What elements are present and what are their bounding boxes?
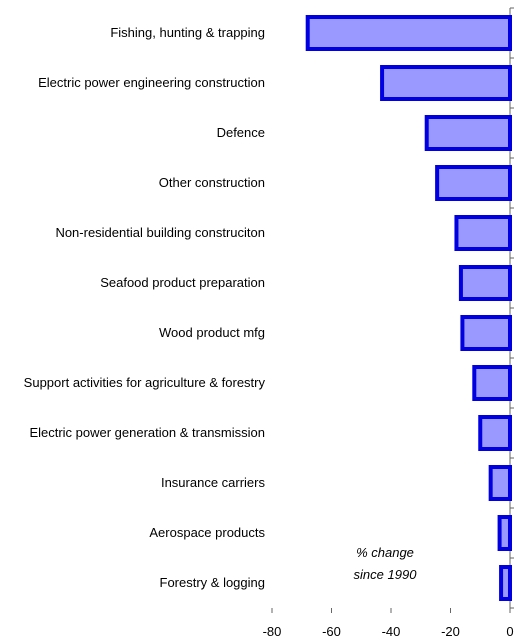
bar xyxy=(435,165,512,201)
bar xyxy=(424,115,513,151)
annotation: % change since 1990 xyxy=(330,542,440,586)
category-label: Electric power generation & transmission xyxy=(29,425,265,440)
x-tick-label: -60 xyxy=(322,624,341,639)
category-label: Wood product mfg xyxy=(159,325,265,340)
bar xyxy=(305,15,513,51)
annotation-line: since 1990 xyxy=(353,567,417,582)
category-label: Forestry & logging xyxy=(159,575,266,590)
bar xyxy=(472,365,512,401)
bar xyxy=(488,465,513,501)
category-label: Electric power engineering construction xyxy=(38,75,265,90)
x-tick-label: -40 xyxy=(382,624,401,639)
category-label: Aerospace products xyxy=(149,525,265,540)
bar xyxy=(499,565,513,601)
category-label: Other construction xyxy=(158,175,265,190)
bar xyxy=(460,315,512,351)
bar xyxy=(454,215,513,251)
bar xyxy=(380,65,513,101)
x-tick-label: 0 xyxy=(506,624,513,639)
x-tick-label: -80 xyxy=(263,624,282,639)
category-label: Seafood product preparation xyxy=(100,275,265,290)
category-label: Non-residential building construciton xyxy=(55,225,265,240)
annotation-line: % change xyxy=(356,545,414,560)
bar xyxy=(458,265,513,301)
bar xyxy=(497,515,512,551)
category-label: Fishing, hunting & trapping xyxy=(110,25,265,40)
x-tick-label: -20 xyxy=(441,624,460,639)
category-label: Support activities for agriculture & for… xyxy=(23,375,265,390)
category-label: Defence xyxy=(216,125,265,140)
category-label: Insurance carriers xyxy=(160,475,265,490)
bar xyxy=(478,415,512,451)
